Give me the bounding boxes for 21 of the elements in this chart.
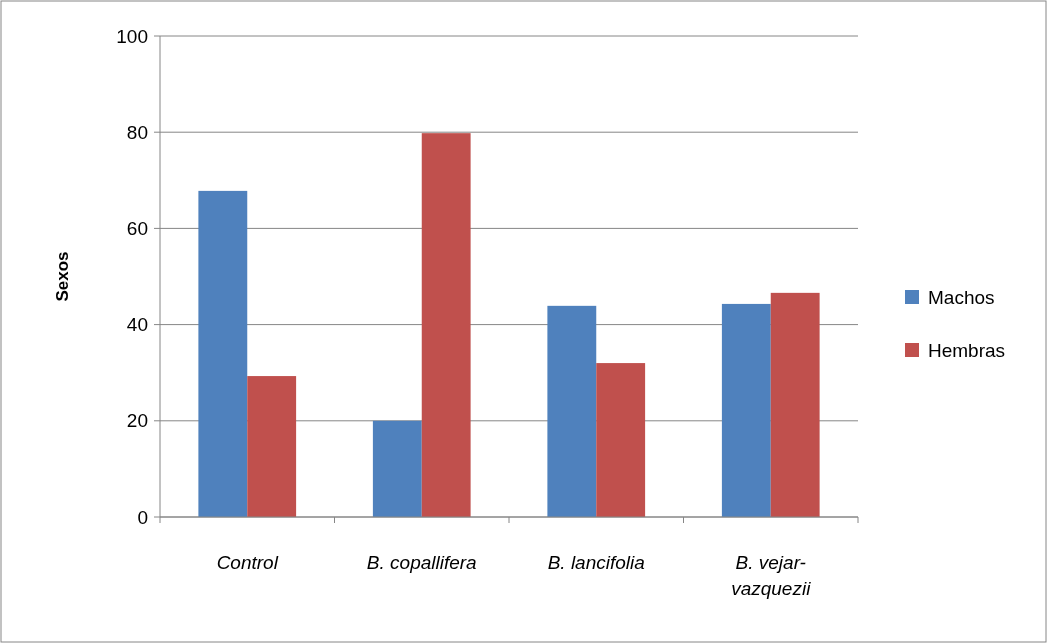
x-tick-label: B. copallifera: [366, 552, 477, 573]
bar: [421, 133, 471, 517]
x-tick-label: B. lancifolia: [547, 552, 645, 573]
y-axis-title: Sexos: [53, 251, 72, 302]
bar: [547, 305, 597, 517]
bar: [372, 420, 422, 517]
x-tick-label: B. vejar-vazquezii: [731, 552, 812, 599]
y-tick-label: 20: [126, 410, 148, 432]
y-tick-label: 0: [137, 506, 148, 528]
bar: [770, 292, 820, 517]
bar: [596, 363, 646, 517]
y-tick-label: 80: [126, 121, 148, 143]
x-tick-label: Control: [216, 552, 279, 573]
legend-label: Machos: [928, 286, 995, 308]
bar: [247, 376, 297, 517]
y-tick-label: 100: [116, 25, 148, 47]
y-tick-label: 40: [126, 314, 148, 336]
bar: [721, 303, 771, 517]
bar: [198, 190, 248, 517]
y-tick-label: 60: [126, 218, 148, 240]
legend-label: Hembras: [928, 339, 1006, 361]
